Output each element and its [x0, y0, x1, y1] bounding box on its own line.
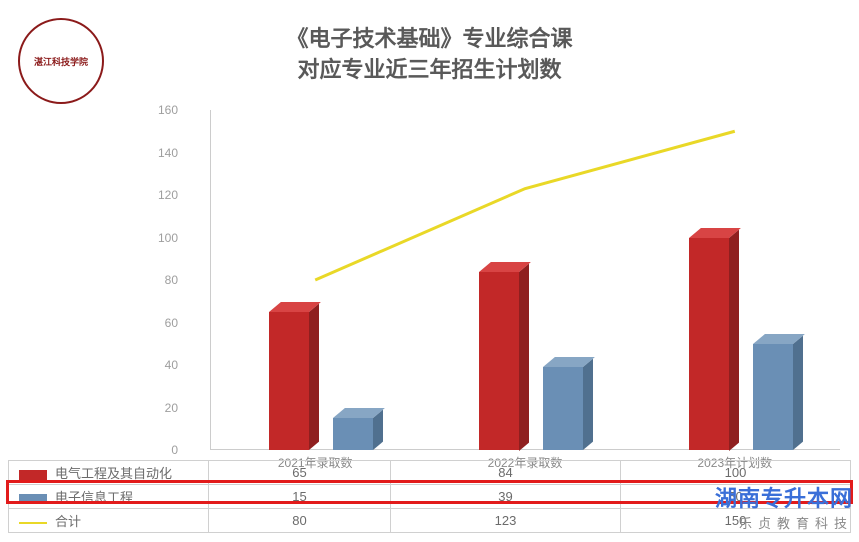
y-tick: 140	[158, 146, 178, 160]
y-tick: 20	[165, 401, 178, 415]
title-line-1: 《电子技术基础》专业综合课	[0, 24, 859, 55]
bar	[479, 272, 519, 451]
y-tick: 120	[158, 188, 178, 202]
watermark-sub: 乐贞教育科技	[715, 513, 853, 532]
legend-swatch	[19, 522, 47, 524]
legend-label-cell: 合计	[9, 509, 209, 533]
y-tick: 100	[158, 231, 178, 245]
bar	[333, 418, 373, 450]
bar	[753, 344, 793, 450]
bar	[269, 312, 309, 450]
y-tick: 60	[165, 316, 178, 330]
watermark-main: 湖南专升本网	[715, 481, 853, 513]
legend-label: 电子信息工程	[55, 490, 133, 505]
legend-swatch	[19, 494, 47, 504]
watermark: 湖南专升本网 乐贞教育科技	[715, 481, 853, 532]
y-tick: 80	[165, 273, 178, 287]
y-tick: 40	[165, 358, 178, 372]
table-cell: 65	[209, 461, 391, 485]
table-cell: 15	[209, 485, 391, 509]
chart: 020406080100120140160 2021年录取数2022年录取数20…	[210, 110, 840, 450]
table-cell: 80	[209, 509, 391, 533]
y-axis-line	[210, 110, 211, 450]
y-tick: 160	[158, 103, 178, 117]
legend-swatch	[19, 470, 47, 480]
y-tick: 0	[171, 443, 178, 457]
table-cell: 39	[391, 485, 621, 509]
legend-label-cell: 电子信息工程	[9, 485, 209, 509]
table-cell: 84	[391, 461, 621, 485]
bar	[689, 238, 729, 451]
title-line-2: 对应专业近三年招生计划数	[0, 55, 859, 86]
legend-label: 电气工程及其自动化	[55, 466, 172, 481]
chart-title: 《电子技术基础》专业综合课 对应专业近三年招生计划数	[0, 24, 859, 86]
legend-label-cell: 电气工程及其自动化	[9, 461, 209, 485]
bar	[543, 367, 583, 450]
legend-label: 合计	[55, 514, 81, 529]
table-cell: 123	[391, 509, 621, 533]
